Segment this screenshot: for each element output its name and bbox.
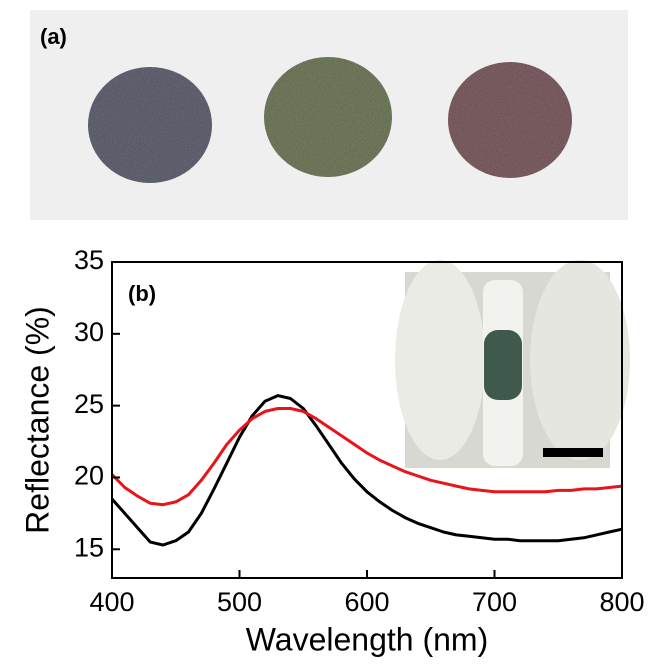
y-tick-label: 30	[74, 317, 104, 347]
panel-label: (a)	[40, 24, 67, 49]
x-tick-label: 400	[89, 587, 134, 617]
x-tick-label: 600	[344, 587, 389, 617]
powder-green	[264, 57, 392, 177]
x-tick-label: 700	[472, 587, 517, 617]
plot-b: 400 500 600 700 800 15 20 25 30 35 Wavelength (nm)…	[19, 245, 644, 657]
y-axis-label: Reflectance (%)	[19, 306, 55, 534]
x-tick-label: 800	[599, 587, 644, 617]
y-tick-label: 25	[74, 389, 104, 419]
panel-label: (b)	[128, 281, 156, 306]
inset-fabric-right	[530, 260, 630, 460]
inset-fabric-left	[395, 260, 485, 460]
data-line	[110, 394, 623, 547]
powder-mauve	[448, 62, 572, 178]
x-axis-label: Wavelength (nm)	[246, 621, 488, 657]
y-tick-label: 35	[74, 245, 104, 275]
x-tick-label: 500	[217, 587, 262, 617]
photo-a: (a)	[30, 10, 628, 220]
data-line	[110, 407, 623, 507]
inset-photo	[395, 260, 630, 468]
y-tick-label: 20	[74, 461, 104, 491]
inset-sample	[484, 330, 522, 400]
powder-gray	[88, 67, 212, 183]
scale-bar	[543, 448, 603, 457]
y-tick-label: 15	[74, 532, 104, 562]
